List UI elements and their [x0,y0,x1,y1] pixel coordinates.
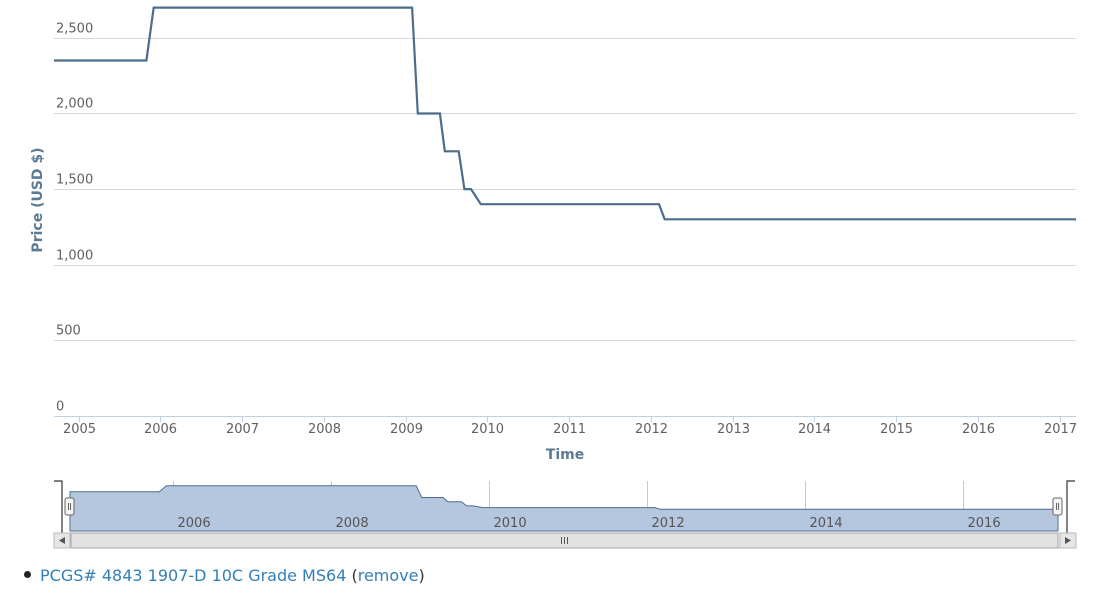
legend-open-paren: ( [351,566,358,585]
legend-close-paren: ) [418,566,425,585]
x-tick-label: 2014 [798,422,831,437]
navigator-area [69,485,1059,532]
x-tick-label: 2017 [1044,422,1077,437]
x-tick-label: 2011 [553,422,586,437]
x-tick-label: 2006 [144,422,177,437]
navigator-right-handle[interactable] [1052,497,1063,516]
navigator-outline [54,480,1075,533]
navigator-tick-label: 2008 [336,516,369,531]
left-arrow-icon [59,537,65,544]
x-tick-label: 2015 [880,422,913,437]
scroll-right-button[interactable] [1059,532,1077,549]
scrollbar[interactable] [53,532,1077,549]
navigator-tick-label: 2010 [494,516,527,531]
remove-link[interactable]: remove [357,566,419,585]
x-tick-label: 2010 [471,422,504,437]
x-tick-label: 2008 [308,422,341,437]
navigator-left-handle[interactable] [64,497,75,516]
navigator-tick-label: 2012 [652,516,685,531]
x-tick-label: 2005 [63,422,96,437]
navigator-tick-label: 2014 [810,516,843,531]
bullet-icon [24,571,31,578]
x-axis-label: Time [546,447,584,463]
legend-item-link[interactable]: PCGS# 4843 1907-D 10C Grade MS64 [40,566,347,585]
y-axis-label: Price (USD $) [30,147,46,252]
right-arrow-icon [1065,537,1071,544]
navigator[interactable]: 2006 2008 2010 2012 2014 2016 [54,480,1075,533]
y-tick-label: 2,500 [56,22,93,37]
x-tick-label: 2009 [390,422,423,437]
navigator-tick-label: 2016 [968,516,1001,531]
y-tick-label: 2,000 [56,97,93,112]
navigator-tick-label: 2006 [178,516,211,531]
y-tick-label: 1,500 [56,173,93,188]
price-series-line [54,6,1076,221]
x-tick-label: 2012 [635,422,668,437]
x-tick-label: 2007 [226,422,259,437]
scroll-left-button[interactable] [53,532,71,549]
x-tick-label: 2013 [717,422,750,437]
x-tick-label: 2016 [962,422,995,437]
grip-lines-icon [561,537,568,544]
y-tick-label: 500 [56,324,81,339]
y-tick-label: 0 [56,400,64,415]
legend-list: PCGS# 4843 1907-D 10C Grade MS64 (remove… [24,566,425,585]
y-tick-label: 1,000 [56,249,93,264]
